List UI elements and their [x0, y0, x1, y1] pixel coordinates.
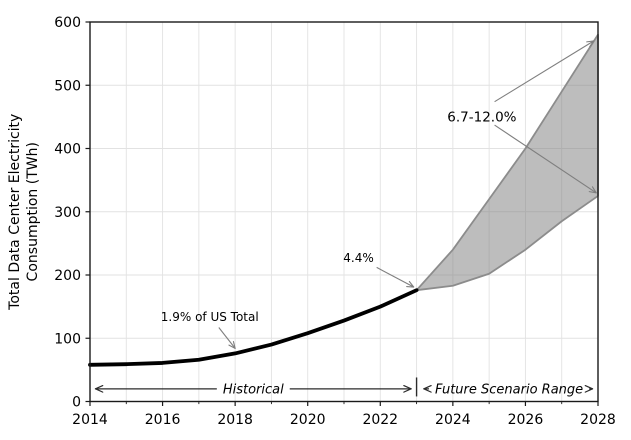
historical-line — [88, 288, 419, 367]
series-layer — [88, 288, 419, 367]
y-tick-label: 500 — [54, 78, 81, 94]
annotation-arrow-head — [408, 280, 415, 288]
future-scenario-band — [415, 33, 599, 292]
range-arrow-head — [94, 388, 104, 393]
range-label-future-scenario: Future Scenario Range — [435, 382, 583, 397]
annotation-arrow-head — [586, 40, 595, 43]
x-tick-label: 2024 — [435, 412, 471, 428]
annotation-us-total-label: 1.9% of US Total — [161, 310, 259, 324]
annotation-arrow-head — [232, 341, 236, 349]
y-tick-label: 300 — [54, 205, 81, 221]
y-tick-label: 600 — [54, 15, 81, 31]
tick-label-layer: 2014 2016 2018 2020 2022 2024 2026 2028 0 100 200 3… — [54, 15, 616, 428]
band-layer — [415, 33, 599, 292]
annotation-2028-range-label: 6.7-12.0% — [447, 109, 516, 125]
x-tick-label: 2018 — [217, 412, 253, 428]
y-axis-label-line1: Total Data Center Electricity — [7, 114, 23, 311]
range-arrow-head — [423, 384, 432, 390]
x-tick-label: 2016 — [145, 412, 181, 428]
x-tick-label: 2020 — [290, 412, 326, 428]
range-arrow-layer — [94, 377, 594, 397]
x-tick-label: 2014 — [72, 412, 108, 428]
annotation-arrow — [494, 124, 597, 194]
annotation-layer — [218, 40, 597, 349]
x-tick-label: 2026 — [508, 412, 544, 428]
range-arrow-head — [423, 388, 432, 393]
range-arrow-head — [584, 388, 594, 393]
annotation-arrow-head — [588, 191, 597, 194]
y-axis-label-line2: Consumption (TWh) — [25, 142, 41, 281]
x-tick-label: 2028 — [580, 412, 616, 428]
range-arrow-head — [403, 384, 412, 390]
y-tick-label: 200 — [54, 268, 81, 284]
annotation-arrow-head — [228, 344, 236, 349]
annotation-arrow — [494, 40, 594, 103]
range-arrow-head — [403, 388, 412, 393]
annotation-arrow — [376, 266, 414, 288]
range-label-historical: Historical — [223, 382, 284, 397]
range-arrow-head — [94, 384, 104, 390]
y-tick-label: 0 — [72, 395, 81, 411]
range-arrow-head — [584, 384, 594, 390]
y-tick-label: 100 — [54, 331, 81, 347]
x-tick-label: 2022 — [362, 412, 398, 428]
y-tick-label: 400 — [54, 142, 81, 158]
annotation-arrow-head — [589, 40, 595, 48]
annotation-2023-share-label: 4.4% — [343, 251, 374, 265]
axes-frame-layer — [85, 21, 599, 406]
annotation-arrow-head — [591, 186, 597, 194]
annotation-arrow — [218, 327, 236, 349]
